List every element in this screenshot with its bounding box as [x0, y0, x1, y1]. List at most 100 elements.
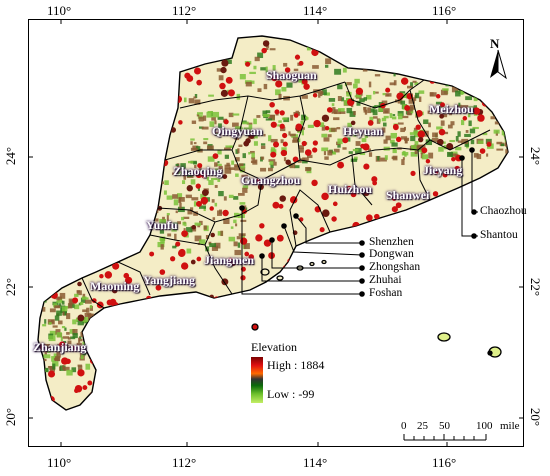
elevation-patch [245, 130, 252, 136]
elevation-patch [251, 152, 255, 158]
elevation-patch [42, 324, 47, 327]
elevation-patch [374, 105, 381, 108]
elevation-patch [406, 111, 411, 116]
sample-point [469, 403, 476, 410]
sample-point [225, 76, 233, 84]
elevation-patch [375, 91, 379, 94]
sample-point [219, 82, 226, 90]
elevation-patch [183, 228, 186, 231]
elevation-patch [210, 177, 218, 181]
elevation-patch [390, 139, 395, 144]
elevation-patch [502, 90, 508, 96]
elevation-patch [193, 211, 198, 216]
sample-point [139, 303, 147, 311]
elevation-patch [320, 122, 325, 127]
elevation-patch [455, 90, 461, 97]
elevation-patch [177, 193, 183, 199]
elevation-patch [206, 176, 210, 181]
elevation-patch [233, 219, 237, 224]
elevation-patch [401, 47, 405, 54]
sample-point [472, 287, 480, 295]
elevation-patch [224, 147, 231, 151]
elevation-patch [381, 100, 388, 106]
elevation-patch [472, 60, 475, 66]
sample-point [486, 141, 492, 147]
elevation-patch [359, 98, 365, 103]
elevation-patch [85, 327, 89, 334]
elevation-patch [260, 67, 267, 71]
elevation-patch [425, 139, 433, 146]
sample-point [245, 138, 251, 144]
sample-point [501, 53, 506, 58]
elevation-patch [240, 165, 246, 169]
sample-point [449, 226, 455, 232]
sample-point [129, 340, 136, 347]
elevation-patch [356, 100, 361, 106]
elevation-patch [429, 92, 437, 97]
elevation-patch [63, 366, 70, 371]
sample-point [363, 163, 370, 170]
elevation-patch [246, 122, 253, 125]
elevation-patch [193, 96, 197, 99]
elevation-patch [191, 120, 197, 124]
leader-dot [359, 291, 365, 297]
elevation-patch [405, 139, 408, 144]
sample-point [284, 67, 291, 73]
sample-point [446, 260, 452, 266]
sample-point [172, 315, 179, 322]
elevation-patch [87, 333, 90, 338]
sample-point [196, 79, 202, 86]
sample-point [417, 130, 426, 138]
sample-point [477, 295, 483, 302]
elevation-patch [381, 117, 387, 122]
sample-point [196, 314, 202, 320]
elevation-patch [217, 231, 223, 236]
sample-point [312, 140, 318, 146]
sample-point [84, 85, 90, 92]
elevation-patch [197, 187, 200, 191]
elevation-patch [231, 160, 235, 165]
elevation-patch [506, 87, 508, 92]
sample-point [61, 42, 70, 51]
elevation-patch [392, 155, 398, 161]
sample-point [404, 105, 411, 111]
sample-point [48, 141, 56, 149]
sample-point [462, 116, 468, 121]
elevation-patch [272, 65, 276, 71]
sample-point [197, 163, 203, 169]
elevation-patch [203, 138, 209, 141]
elevation-patch [301, 114, 306, 121]
sample-point [451, 156, 456, 162]
elevation-patch [86, 307, 90, 313]
elevation-patch [300, 158, 306, 161]
elevation-patch [235, 173, 239, 177]
sample-point [393, 396, 401, 404]
elevation-patch [350, 158, 358, 162]
elevation-patch [488, 101, 495, 107]
elevation-patch [464, 79, 468, 82]
sample-point [450, 228, 456, 234]
sample-point [244, 251, 250, 257]
elevation-patch [286, 82, 293, 88]
sample-point [451, 271, 457, 277]
elevation-patch [179, 202, 182, 209]
elevation-patch [260, 167, 267, 172]
elevation-patch [411, 145, 418, 151]
elevation-patch [239, 202, 246, 205]
elevation-patch [193, 142, 197, 145]
sample-point [162, 79, 170, 87]
sample-point [227, 89, 235, 97]
sample-point [43, 72, 51, 80]
sample-point [72, 345, 78, 352]
elevation-patch [403, 126, 407, 131]
elevation-patch [402, 50, 409, 56]
elevation-patch [500, 91, 506, 96]
elevation-patch [494, 87, 502, 91]
elevation-patch [186, 248, 192, 254]
elevation-patch [376, 118, 381, 124]
sample-point [479, 148, 486, 154]
elevation-patch [366, 94, 372, 100]
elevation-patch [397, 122, 404, 125]
sample-point [160, 403, 167, 410]
sample-point [86, 115, 93, 123]
